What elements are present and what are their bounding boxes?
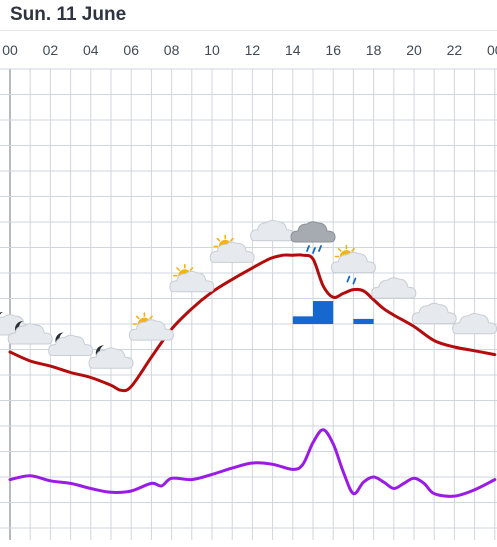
sun-ray: [351, 248, 355, 252]
chart-lines: [8, 253, 497, 498]
weather-icons: [0, 219, 497, 369]
precipitation-bar: [292, 316, 313, 324]
hour-tick-label: 00: [2, 42, 18, 58]
sun-ray: [230, 237, 234, 242]
hour-tick-label: 04: [83, 42, 99, 58]
partly-cloudy-day-rain-icon: [330, 244, 376, 285]
hour-tick-label: 16: [325, 42, 341, 58]
rain-drop: [312, 247, 316, 254]
partly-cloudy-night-icon: [7, 320, 53, 345]
hour-tick-label: 14: [285, 42, 301, 58]
cloud-icon: [371, 277, 417, 299]
hour-tick-label: 00: [487, 42, 497, 58]
header-divider: [0, 30, 497, 31]
partly-cloudy-day-icon: [128, 312, 174, 341]
cloud-icon: [48, 334, 94, 356]
partly-cloudy-night-icon: [88, 345, 134, 369]
rain-drops-icon: [346, 275, 357, 285]
hour-tick-label: 06: [123, 42, 139, 58]
rain-drop: [352, 277, 357, 285]
cloudy-icon: [371, 277, 417, 299]
partly-cloudy-night-icon: [48, 332, 94, 356]
cloudy-icon: [452, 313, 497, 335]
cloud-icon: [209, 241, 255, 263]
cloud-icon: [169, 270, 215, 293]
cloudy-icon: [250, 219, 296, 242]
hour-tick-label: 20: [406, 42, 422, 58]
cloud-icon: [250, 219, 296, 242]
rain-drops-icon: [306, 245, 322, 254]
cloud-icon: [88, 347, 134, 369]
cloud-icon: [290, 221, 336, 243]
cloud-icon: [128, 319, 174, 341]
sun-ray: [176, 267, 180, 271]
partly-cloudy-day-icon: [209, 234, 255, 263]
hour-tick-label: 22: [447, 42, 463, 58]
sun-ray: [216, 237, 221, 242]
sun-ray: [189, 267, 194, 271]
partly-cloudy-day-icon: [169, 263, 215, 293]
hour-tick-label: 08: [164, 42, 180, 58]
precipitation-bar: [313, 301, 334, 324]
sun-ray: [149, 315, 153, 320]
sun-ray: [135, 315, 140, 320]
precipitation-bars: [292, 301, 374, 324]
hour-tick-label: 12: [245, 42, 261, 58]
cloud-icon: [452, 313, 497, 335]
chart-grid: [0, 68, 497, 540]
temperature-line: [8, 253, 497, 393]
rain-drop: [306, 245, 310, 252]
cloudy-icon: [411, 302, 457, 325]
cloud-icon: [411, 302, 457, 325]
hour-tick-label: 10: [204, 42, 220, 58]
sun-ray: [337, 248, 342, 252]
precipitation-bar: [353, 318, 374, 324]
rain-drop: [346, 275, 351, 283]
hour-axis: 00 02 04 06 08 10 12 14 16 18 20 22 00: [2, 42, 497, 58]
rain-drop: [318, 245, 322, 252]
hour-tick-label: 02: [43, 42, 59, 58]
hour-tick-label: 18: [366, 42, 382, 58]
light-rain-icon: [290, 221, 336, 254]
wind-line: [8, 428, 497, 498]
cloud-icon: [330, 251, 376, 274]
date-header: Sun. 11 June: [10, 4, 127, 25]
partly-cloudy-night-icon: [0, 311, 33, 336]
